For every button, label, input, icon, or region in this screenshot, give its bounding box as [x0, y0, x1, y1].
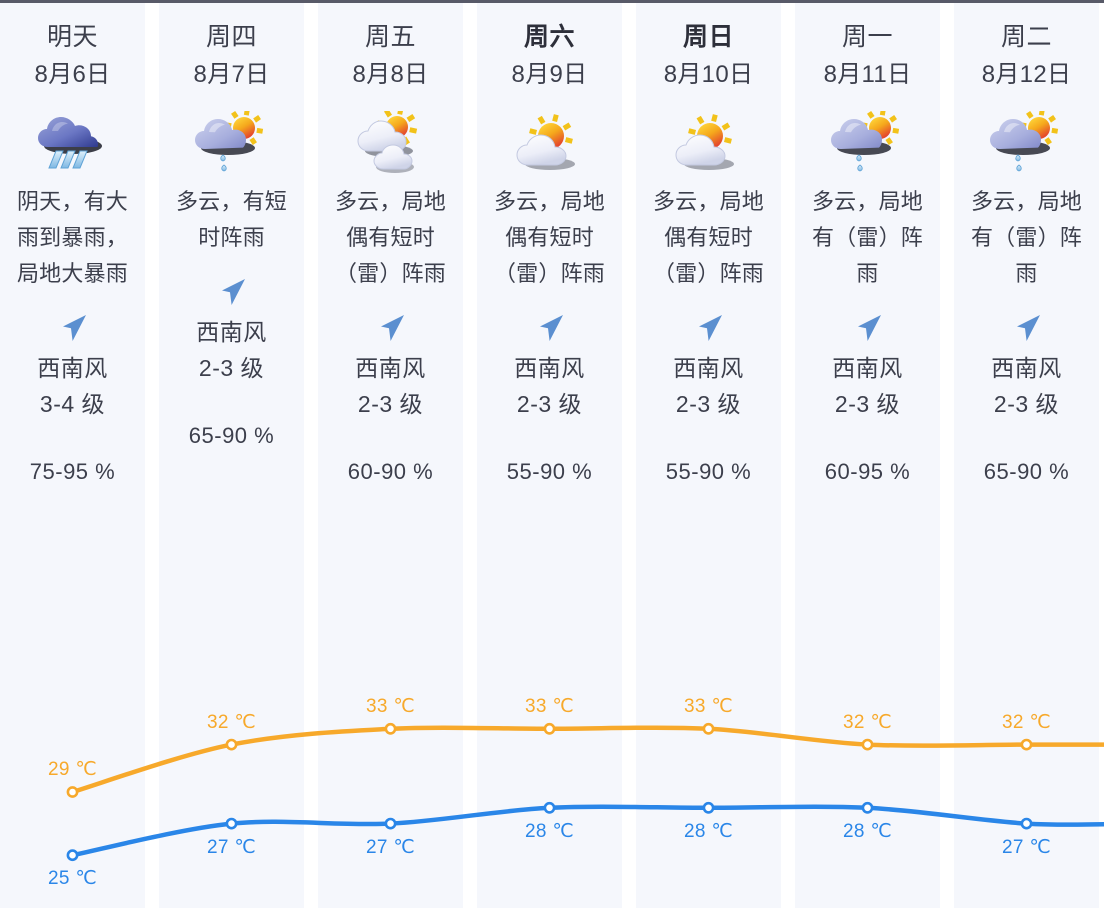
day-forecast-column[interactable]: 周五 8月8日 多云，局地偶有短时（雷）阵雨西南风 2-3 级 60-90 % — [318, 3, 463, 908]
day-name: 周一 — [841, 23, 893, 51]
wind-force: 2-3 级 — [834, 391, 901, 417]
weather-description: 多云，局地有（雷）阵雨 — [811, 189, 923, 286]
column-gap — [781, 3, 795, 908]
day-date: 8月7日 — [193, 61, 270, 88]
wind-force: 2-3 级 — [516, 391, 583, 417]
column-gap — [463, 3, 477, 908]
day-forecast-column[interactable]: 明天 8月6日 阴天，有大雨到暴雨，局地大暴雨西南风 3-4 级 75-95 % — [0, 3, 145, 908]
day-forecast-column[interactable]: 周六 8月9日 多云，局地偶有短时（雷）阵雨西南风 2-3 级 55-90 % — [477, 3, 622, 908]
weather-description: 多云，局地偶有短时（雷）阵雨 — [334, 189, 446, 286]
day-columns-container: 明天 8月6日 阴天，有大雨到暴雨，局地大暴雨西南风 3-4 级 75-95 % 周四 8… — [0, 3, 1104, 908]
day-name: 周四 — [205, 23, 257, 51]
day-forecast-column[interactable]: 周日 8月10日 多云，局地偶有短时（雷）阵雨西南风 2-3 级 55-90 % — [636, 3, 781, 908]
sun-above-cloud-icon — [477, 108, 622, 184]
humidity-range: 55-90 % — [665, 459, 752, 484]
weather-description: 多云，局地有（雷）阵雨 — [970, 189, 1082, 286]
day-date: 8月11日 — [823, 61, 912, 88]
day-name: 明天 — [46, 23, 98, 51]
day-name: 周五 — [364, 23, 416, 51]
day-date: 8月8日 — [352, 61, 429, 88]
wind-direction-arrow-icon — [0, 306, 145, 350]
day-forecast-column[interactable]: 周四 8月7日 多云，有短时阵雨西南风 2-3 级 65-90 % — [159, 3, 304, 908]
wind-force: 2-3 级 — [993, 391, 1060, 417]
humidity-range: 65-90 % — [983, 459, 1070, 484]
humidity-range: 60-90 % — [347, 459, 434, 484]
wind-direction-arrow-icon — [159, 270, 304, 314]
column-gap — [940, 3, 954, 908]
day-date: 8月10日 — [663, 61, 754, 88]
day-date: 8月12日 — [981, 61, 1072, 88]
day-name: 周六 — [523, 23, 575, 51]
wind-force: 2-3 级 — [357, 391, 424, 417]
wind-direction-arrow-icon — [636, 306, 781, 350]
day-forecast-column[interactable]: 周二 8月12日 多云，局地有（雷）阵雨西南风 2-3 级 65-90 % — [954, 3, 1099, 908]
wind-force: 2-3 级 — [198, 355, 265, 381]
day-name: 周日 — [682, 23, 734, 51]
wind-direction: 西南风 — [832, 355, 903, 381]
sun-behind-cloud-drizzle-icon — [954, 108, 1099, 184]
humidity-range: 60-95 % — [824, 459, 911, 484]
humidity-range: 75-95 % — [29, 459, 116, 484]
wind-direction: 西南风 — [355, 355, 426, 381]
heavy-rain-cloud-icon — [0, 108, 145, 184]
weather-description: 多云，局地偶有短时（雷）阵雨 — [652, 189, 764, 286]
wind-direction: 西南风 — [37, 355, 108, 381]
wind-direction-arrow-icon — [318, 306, 463, 350]
sun-behind-cloud-drizzle-icon — [159, 108, 304, 184]
wind-force: 3-4 级 — [39, 391, 106, 417]
day-name: 周二 — [1000, 23, 1052, 51]
humidity-range: 55-90 % — [506, 459, 593, 484]
sun-above-cloud-icon — [636, 108, 781, 184]
weather-description: 多云，有短时阵雨 — [175, 189, 287, 250]
column-gap — [304, 3, 318, 908]
column-gap — [145, 3, 159, 908]
sun-behind-two-clouds-icon — [318, 108, 463, 184]
wind-direction: 西南风 — [673, 355, 744, 381]
weather-description: 阴天，有大雨到暴雨，局地大暴雨 — [16, 189, 128, 286]
day-date: 8月9日 — [511, 61, 588, 88]
wind-direction: 西南风 — [196, 319, 267, 345]
wind-direction: 西南风 — [991, 355, 1062, 381]
wind-direction-arrow-icon — [795, 306, 940, 350]
wind-direction: 西南风 — [514, 355, 585, 381]
humidity-range: 65-90 % — [188, 423, 275, 448]
wind-direction-arrow-icon — [477, 306, 622, 350]
day-date: 8月6日 — [34, 61, 111, 88]
wind-force: 2-3 级 — [675, 391, 742, 417]
sun-behind-cloud-drizzle-icon — [795, 108, 940, 184]
wind-direction-arrow-icon — [954, 306, 1099, 350]
day-forecast-column[interactable]: 周一 8月11日 多云，局地有（雷）阵雨西南风 2-3 级 60-95 % — [795, 3, 940, 908]
weather-description: 多云，局地偶有短时（雷）阵雨 — [493, 189, 605, 286]
column-gap — [622, 3, 636, 908]
